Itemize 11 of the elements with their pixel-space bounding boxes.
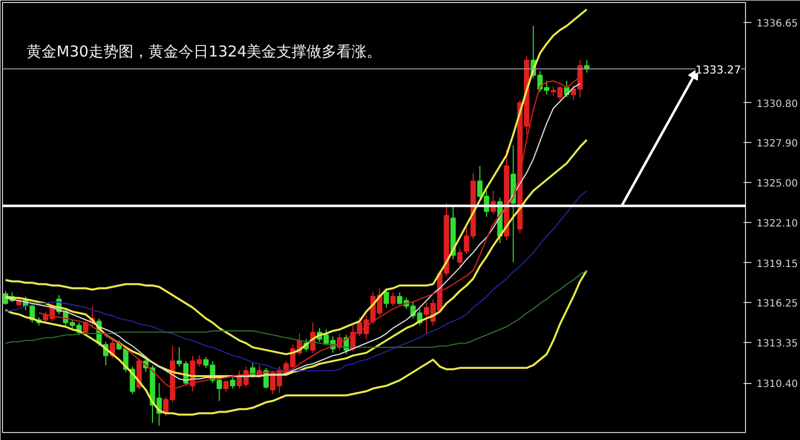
- y-tick-label: 1313.35: [756, 338, 798, 350]
- y-tick-label: 1325.00: [756, 178, 798, 190]
- y-tick-label: 1336.65: [756, 18, 798, 30]
- y-tick-label: 1327.90: [756, 138, 798, 150]
- y-tick-label: 1322.10: [756, 218, 798, 230]
- ref-line-label: 1333.27: [696, 63, 741, 76]
- y-tick-label: 1330.80: [756, 98, 798, 110]
- y-tick-label: 1310.40: [756, 379, 798, 390]
- y-tick-label: 1316.25: [756, 298, 798, 310]
- annotation: 黄金M30走势图，黄金今日1324美金支撑做多看涨。: [26, 42, 382, 60]
- y-tick-label: 1319.15: [756, 258, 798, 270]
